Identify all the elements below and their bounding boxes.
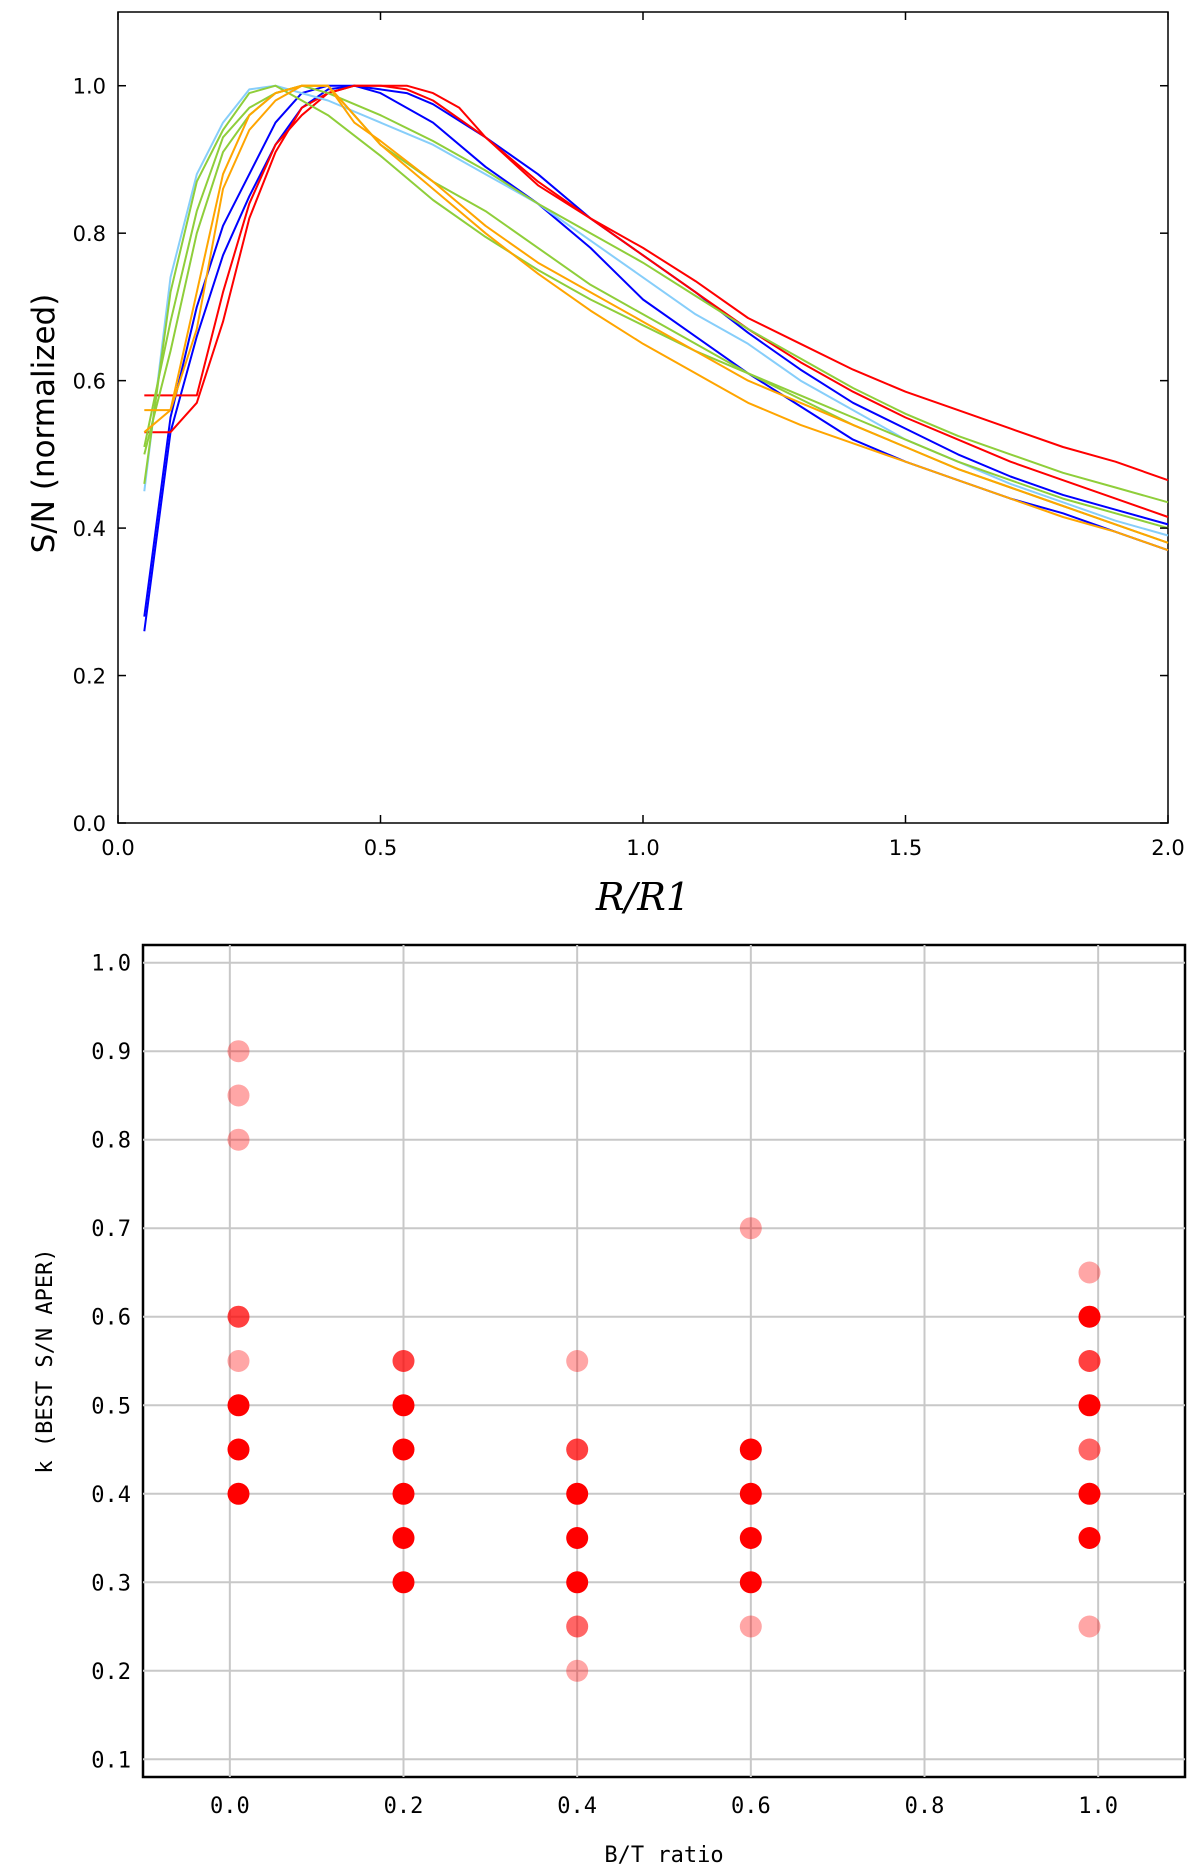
- scatter-point: [1078, 1527, 1101, 1549]
- series-line-orange-2: [144, 84, 1169, 552]
- x-tick-label: 0.2: [384, 1794, 424, 1819]
- scatter-point: [1078, 1438, 1101, 1461]
- scatter-point: [227, 1128, 250, 1151]
- scatter-point: [227, 1394, 250, 1417]
- scatter-point: [1078, 1305, 1101, 1328]
- line-chart-frame: [117, 11, 1169, 824]
- y-tick-label: 0.9: [91, 1040, 131, 1065]
- scatter-point: [566, 1350, 589, 1372]
- scatter-point: [1078, 1394, 1101, 1417]
- line-chart: 0.0 0.5 1.0 1.5 2.0 0.0 0.2 0.4 0.6 0.8 1.0 R/R1 S…: [26, 11, 1185, 919]
- x-tick-label: 0.0: [101, 836, 134, 860]
- y-tick-label: 0.7: [91, 1217, 131, 1242]
- scatter-point: [227, 1084, 250, 1107]
- scatter-point: [739, 1571, 762, 1594]
- series-line-red-2: [144, 84, 1169, 518]
- x-tick-label: 0.8: [905, 1794, 945, 1819]
- scatter-point: [739, 1527, 762, 1549]
- x-tick-label: 0.4: [557, 1794, 597, 1819]
- scatter-point: [566, 1482, 589, 1505]
- y-tick-label: 0.4: [91, 1483, 131, 1508]
- series-line-lightblue-1: [143, 84, 1169, 537]
- scatter-point: [227, 1305, 250, 1328]
- y-tick-label: 0.8: [91, 1129, 131, 1154]
- scatter-point: [392, 1482, 415, 1505]
- y-tick-label: 0.3: [91, 1571, 131, 1596]
- line-chart-ylabel: S/N (normalized): [26, 294, 62, 554]
- y-tick-label: 0.8: [73, 222, 106, 246]
- series-line-green-3: [143, 84, 1169, 544]
- scatter-chart-frame: [141, 943, 1187, 1779]
- scatter-point: [392, 1394, 415, 1417]
- scatter-point: [227, 1350, 250, 1372]
- scatter-point: [1078, 1482, 1101, 1505]
- line-chart-ticks: 0.0 0.5 1.0 1.5 2.0 0.0 0.2 0.4 0.6 0.8 1.0: [73, 12, 1185, 860]
- y-tick-label: 0.6: [91, 1306, 131, 1331]
- x-tick-label: 1.0: [626, 836, 659, 860]
- scatter-point: [1078, 1350, 1101, 1372]
- scatter-point: [739, 1438, 762, 1461]
- x-tick-label: 0.6: [731, 1794, 771, 1819]
- series-line-blue-2: [143, 84, 1169, 617]
- y-tick-label: 0.2: [73, 665, 106, 689]
- y-tick-label: 0.6: [73, 370, 106, 394]
- y-tick-label: 0.1: [91, 1748, 131, 1773]
- scatter-point: [1078, 1615, 1101, 1638]
- scatter-point: [739, 1482, 762, 1505]
- scatter-point: [566, 1438, 589, 1461]
- scatter-chart-xlabel: B/T ratio: [604, 1843, 723, 1868]
- scatter-chart: 0.0 0.2 0.4 0.6 0.8 1.0 0.1 0.2 0.3 0.4 0.5 0.6 0.7 0…: [33, 943, 1187, 1868]
- line-chart-xlabel: R/R1: [595, 875, 690, 919]
- series-line-orange-1: [143, 84, 1169, 544]
- series-line-blue-1: [143, 84, 1169, 632]
- y-tick-label: 0.2: [91, 1660, 131, 1685]
- line-chart-series-group: [143, 84, 1169, 632]
- x-tick-label: 2.0: [1151, 836, 1184, 860]
- x-tick-label: 0.5: [364, 836, 397, 860]
- scatter-point: [392, 1350, 415, 1372]
- scatter-point: [227, 1482, 250, 1505]
- scatter-point: [392, 1571, 415, 1594]
- y-tick-label: 1.0: [91, 952, 131, 977]
- x-tick-label: 1.5: [889, 836, 922, 860]
- xlabel-main: R/R1: [595, 875, 690, 919]
- x-tick-label: 1.0: [1078, 1794, 1118, 1819]
- scatter-chart-grid: [143, 945, 1185, 1777]
- scatter-chart-ticks: 0.0 0.2 0.4 0.6 0.8 1.0 0.1 0.2 0.3 0.4 0.5 0.6 0.7 0…: [91, 952, 1118, 1819]
- scatter-point: [1078, 1261, 1101, 1284]
- scatter-point: [739, 1615, 762, 1638]
- scatter-point: [566, 1615, 589, 1638]
- series-line-red-1: [144, 84, 1169, 482]
- scatter-point: [739, 1217, 762, 1240]
- scatter-point: [227, 1040, 250, 1063]
- y-tick-label: 0.4: [73, 517, 106, 541]
- scatter-point: [566, 1659, 589, 1682]
- y-tick-label: 1.0: [73, 75, 106, 99]
- scatter-point: [566, 1527, 589, 1549]
- series-line-green-2: [143, 84, 1169, 504]
- scatter-chart-ylabel: k (BEST S/N APER): [33, 1248, 58, 1473]
- x-tick-label: 0.0: [210, 1794, 250, 1819]
- scatter-point: [227, 1438, 250, 1461]
- scatter-point: [392, 1527, 415, 1549]
- scatter-point: [392, 1438, 415, 1461]
- scatter-chart-points: [227, 1040, 1101, 1682]
- y-tick-label: 0.5: [91, 1394, 131, 1419]
- scatter-point: [566, 1571, 589, 1594]
- y-tick-label: 0.0: [73, 812, 106, 836]
- series-line-green-1: [143, 84, 1169, 530]
